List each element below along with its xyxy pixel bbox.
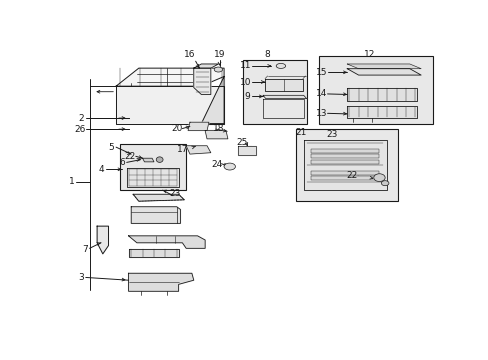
Text: 4: 4 bbox=[98, 165, 103, 174]
Text: 22: 22 bbox=[124, 152, 136, 161]
Text: 16: 16 bbox=[184, 50, 195, 59]
Text: 6: 6 bbox=[119, 158, 124, 167]
Ellipse shape bbox=[224, 163, 235, 170]
Text: 23: 23 bbox=[169, 189, 180, 198]
Bar bbox=[311, 171, 379, 175]
Bar bbox=[318, 56, 432, 123]
Bar bbox=[311, 176, 379, 180]
Text: 8: 8 bbox=[264, 50, 270, 59]
Polygon shape bbox=[186, 146, 210, 154]
Text: 12: 12 bbox=[364, 50, 375, 59]
Text: 14: 14 bbox=[316, 89, 327, 98]
Text: 20: 20 bbox=[171, 124, 182, 133]
Text: 13: 13 bbox=[315, 109, 327, 118]
Ellipse shape bbox=[381, 181, 388, 186]
Polygon shape bbox=[128, 249, 178, 257]
Polygon shape bbox=[303, 140, 386, 190]
Text: 24: 24 bbox=[210, 160, 222, 169]
Text: 18: 18 bbox=[212, 124, 224, 133]
Text: 7: 7 bbox=[81, 245, 87, 254]
Text: 11: 11 bbox=[240, 62, 251, 71]
Polygon shape bbox=[346, 107, 416, 118]
Text: 17: 17 bbox=[177, 145, 188, 154]
Bar bbox=[243, 60, 307, 123]
Polygon shape bbox=[201, 76, 224, 123]
Polygon shape bbox=[116, 68, 224, 86]
Ellipse shape bbox=[276, 63, 285, 68]
Text: 3: 3 bbox=[78, 273, 83, 282]
Text: 21: 21 bbox=[294, 128, 305, 137]
Polygon shape bbox=[193, 68, 210, 94]
Polygon shape bbox=[263, 99, 303, 118]
Polygon shape bbox=[142, 158, 154, 162]
Bar bbox=[311, 149, 379, 153]
Text: 25: 25 bbox=[236, 139, 247, 148]
Polygon shape bbox=[116, 86, 224, 123]
Bar bbox=[120, 144, 186, 190]
Bar bbox=[296, 129, 398, 201]
Polygon shape bbox=[346, 64, 420, 69]
Polygon shape bbox=[193, 64, 218, 68]
Polygon shape bbox=[263, 95, 306, 99]
Polygon shape bbox=[205, 131, 227, 139]
Polygon shape bbox=[128, 273, 193, 291]
Text: 22: 22 bbox=[346, 171, 357, 180]
Text: 15: 15 bbox=[315, 68, 327, 77]
Polygon shape bbox=[133, 194, 184, 201]
Text: 2: 2 bbox=[78, 113, 83, 122]
Ellipse shape bbox=[214, 67, 222, 72]
Polygon shape bbox=[188, 122, 208, 131]
Text: 19: 19 bbox=[213, 50, 225, 59]
Polygon shape bbox=[346, 69, 420, 75]
Bar bbox=[311, 159, 379, 164]
Polygon shape bbox=[346, 87, 416, 102]
Text: 5: 5 bbox=[108, 143, 114, 152]
Ellipse shape bbox=[373, 174, 385, 181]
Polygon shape bbox=[131, 207, 180, 223]
Text: 26: 26 bbox=[74, 125, 85, 134]
Text: 10: 10 bbox=[240, 77, 251, 86]
Polygon shape bbox=[128, 236, 205, 248]
Ellipse shape bbox=[156, 157, 163, 162]
Text: 1: 1 bbox=[69, 177, 75, 186]
Polygon shape bbox=[97, 226, 108, 254]
Text: 9: 9 bbox=[244, 92, 249, 101]
Polygon shape bbox=[127, 168, 178, 187]
Polygon shape bbox=[264, 79, 302, 91]
Bar bbox=[311, 154, 379, 158]
Text: 23: 23 bbox=[325, 130, 337, 139]
Polygon shape bbox=[238, 146, 256, 156]
